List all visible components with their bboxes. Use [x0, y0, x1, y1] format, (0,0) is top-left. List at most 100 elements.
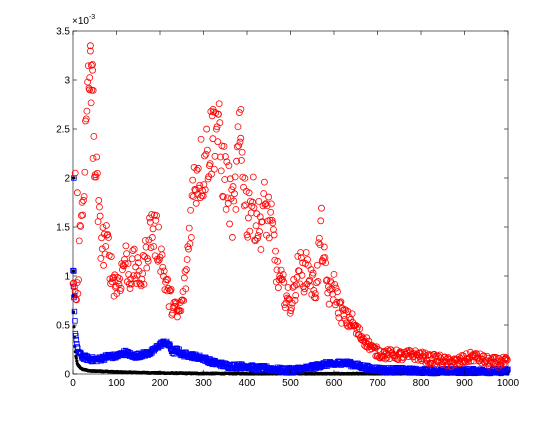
data-point [148, 211, 156, 218]
data-point [260, 178, 268, 186]
data-point [277, 266, 285, 274]
series-square [70, 175, 511, 377]
data-point [290, 282, 298, 290]
data-point [473, 350, 481, 358]
data-point [305, 277, 313, 285]
data-point [93, 153, 101, 161]
data-point [246, 227, 254, 235]
data-point [165, 303, 173, 311]
data-point [83, 107, 91, 115]
data-point [226, 175, 234, 183]
data-point [238, 157, 245, 164]
data-point [358, 333, 366, 340]
data-point [448, 363, 456, 370]
data-point [176, 299, 184, 306]
x-tick-label: 800 [413, 378, 430, 389]
data-point [398, 356, 406, 364]
data-point [222, 205, 230, 213]
data-point [183, 266, 190, 273]
data-point [299, 259, 307, 267]
data-point [238, 148, 246, 156]
data-point [75, 276, 82, 284]
data-point [443, 362, 451, 370]
data-point [504, 367, 511, 373]
data-point [158, 251, 166, 259]
data-point [126, 285, 134, 292]
data-point [292, 291, 300, 299]
data-point [176, 346, 182, 352]
data-point [202, 150, 210, 158]
data-point [69, 280, 77, 288]
data-point [187, 233, 195, 241]
y-tick-label: 3.5 [56, 27, 70, 38]
data-point [80, 193, 88, 200]
data-point [209, 106, 217, 113]
data-point [298, 271, 306, 279]
data-point [300, 288, 308, 296]
data-point [297, 249, 304, 256]
y-tick-label: 2 [64, 174, 70, 185]
data-point [301, 285, 309, 293]
data-point [240, 202, 248, 210]
data-point [89, 87, 97, 94]
data-point [235, 109, 243, 116]
data-point [310, 287, 318, 294]
data-point [147, 244, 155, 251]
data-point [159, 263, 167, 271]
data-point [90, 132, 98, 140]
data-point [299, 283, 307, 290]
data-point [302, 249, 310, 256]
data-point [71, 310, 76, 314]
data-point [223, 158, 231, 166]
data-point [274, 257, 282, 265]
data-point [96, 203, 103, 211]
data-point [217, 153, 224, 161]
data-point [203, 146, 211, 154]
data-point [492, 354, 500, 361]
data-point [503, 356, 511, 364]
data-point [199, 192, 207, 200]
data-point [200, 181, 208, 189]
data-point [228, 233, 236, 241]
data-point [375, 346, 382, 354]
data-point [280, 278, 288, 286]
data-point [145, 236, 153, 244]
data-point [316, 241, 324, 249]
data-point [222, 153, 229, 160]
data-point [70, 279, 78, 287]
data-point [87, 99, 95, 107]
y-tick-label: 1.5 [56, 223, 70, 234]
data-point [317, 217, 325, 225]
data-point [142, 243, 150, 251]
data-point [89, 154, 97, 162]
data-point [146, 214, 153, 222]
data-point [74, 290, 82, 297]
data-point [214, 110, 222, 118]
data-point [254, 232, 262, 239]
data-point [93, 169, 101, 177]
data-point [214, 138, 222, 146]
data-point [285, 295, 293, 303]
data-point [128, 280, 135, 288]
data-point [121, 256, 128, 263]
data-point [265, 193, 272, 201]
data-point [155, 256, 163, 264]
data-point [151, 252, 159, 260]
data-point [72, 325, 76, 329]
data-point [152, 216, 160, 224]
data-point [73, 337, 80, 343]
data-point [78, 198, 86, 206]
data-point [309, 269, 317, 277]
data-point [284, 284, 292, 291]
data-point [119, 266, 126, 274]
data-point [189, 176, 197, 184]
data-point [71, 308, 78, 315]
data-point [73, 189, 81, 197]
data-point [315, 239, 323, 247]
data-point [207, 108, 215, 115]
data-point [351, 322, 359, 330]
data-point [160, 267, 168, 275]
data-point [322, 259, 330, 267]
data-point [89, 66, 96, 74]
x-tick-label: 0 [70, 378, 76, 389]
